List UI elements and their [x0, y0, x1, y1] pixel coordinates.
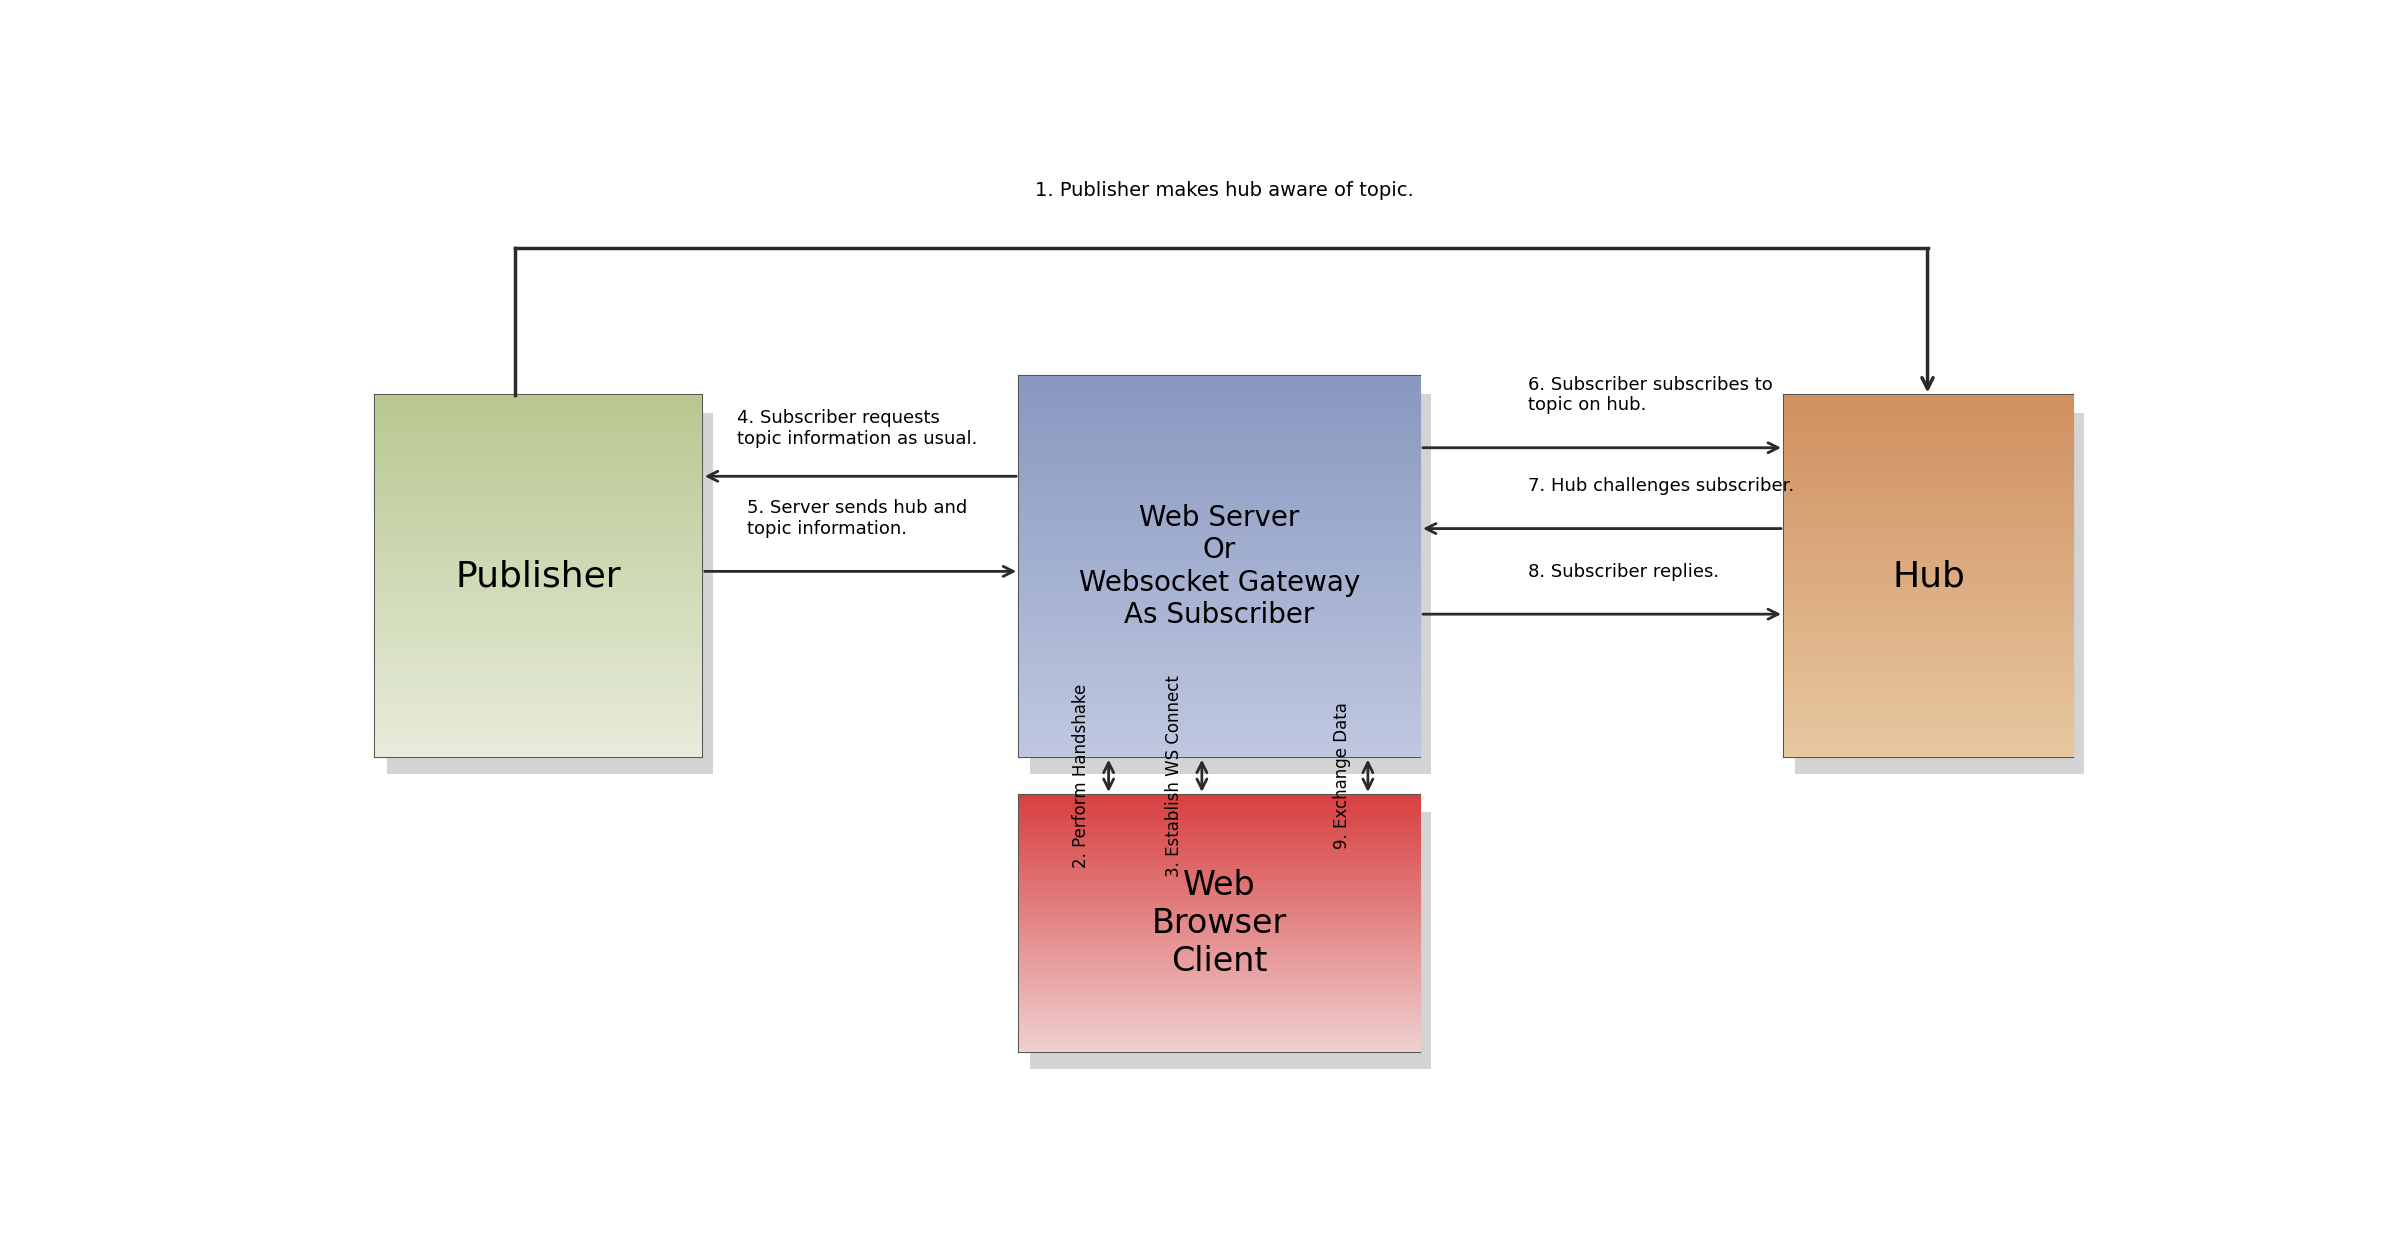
Text: 8. Subscriber replies.: 8. Subscriber replies. — [1528, 563, 1719, 580]
Text: 7. Hub challenges subscriber.: 7. Hub challenges subscriber. — [1528, 477, 1796, 495]
Text: 2. Perform Handshake: 2. Perform Handshake — [1071, 684, 1090, 868]
Text: 4. Subscriber requests
topic information as usual.: 4. Subscriber requests topic information… — [737, 409, 977, 448]
Bar — [1030, 394, 1432, 774]
Text: 3. Establish WS Connect: 3. Establish WS Connect — [1165, 674, 1182, 877]
Text: 6. Subscriber subscribes to
topic on hub.: 6. Subscriber subscribes to topic on hub… — [1528, 375, 1774, 415]
Bar — [388, 412, 712, 774]
Text: 9. Exchange Data: 9. Exchange Data — [1333, 703, 1350, 850]
Text: 5. Server sends hub and
topic information.: 5. Server sends hub and topic informatio… — [746, 499, 968, 538]
Bar — [1796, 412, 2084, 774]
Bar — [1030, 811, 1432, 1068]
Text: 1. Publisher makes hub aware of topic.: 1. Publisher makes hub aware of topic. — [1035, 182, 1413, 200]
